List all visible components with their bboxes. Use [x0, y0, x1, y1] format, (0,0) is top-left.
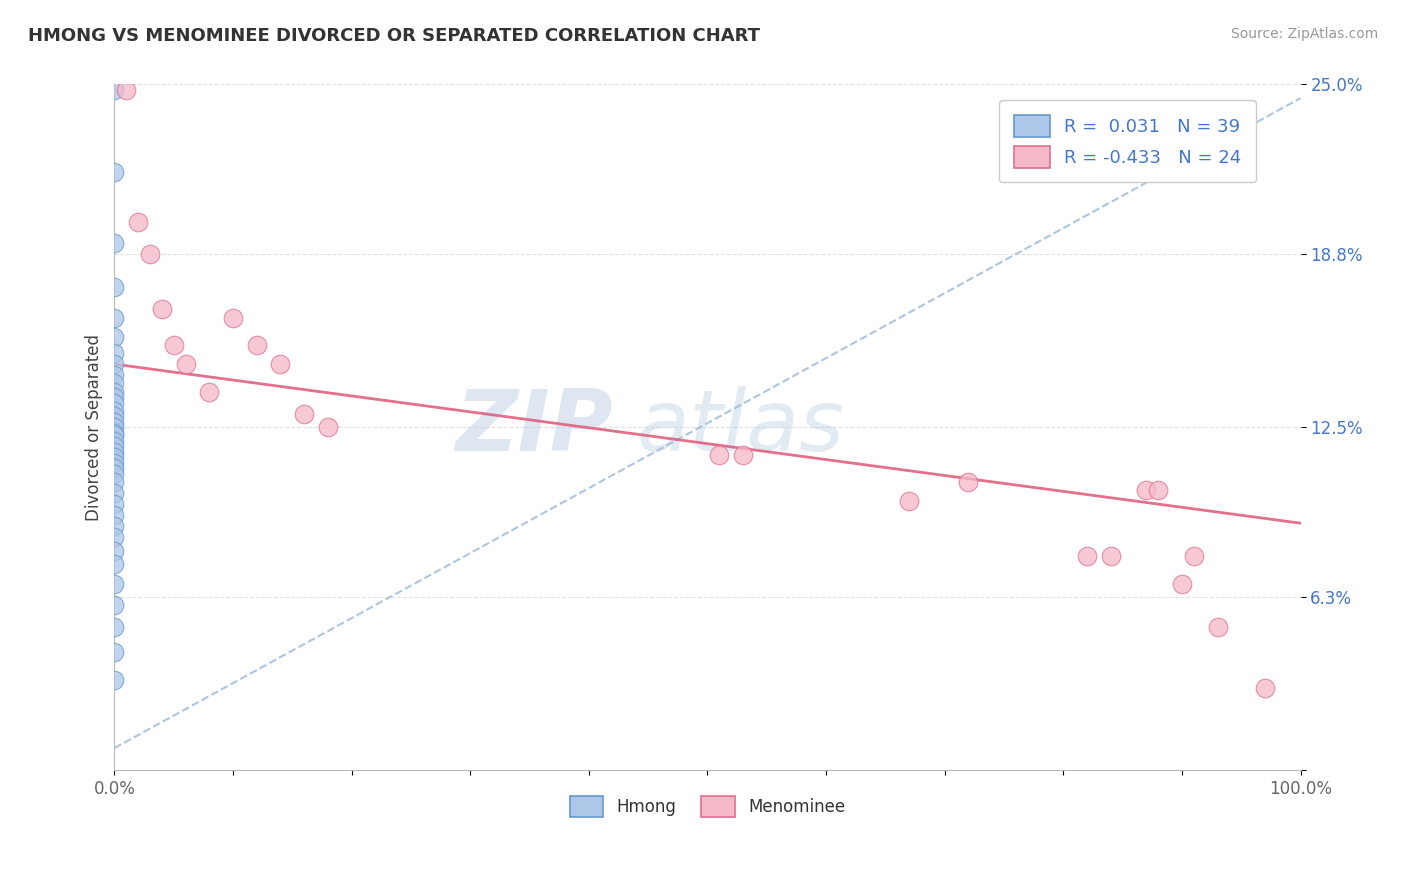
Point — [103, 403, 125, 417]
Point — [103, 415, 125, 429]
Point — [103, 434, 125, 448]
Point — [103, 384, 125, 399]
Point — [957, 475, 980, 489]
Text: Source: ZipAtlas.com: Source: ZipAtlas.com — [1230, 27, 1378, 41]
Point — [103, 558, 125, 572]
Point — [1147, 483, 1170, 498]
Point — [103, 475, 125, 489]
Point — [103, 508, 125, 522]
Point — [1254, 681, 1277, 695]
Point — [103, 368, 125, 383]
Point — [246, 338, 269, 352]
Point — [1182, 549, 1205, 563]
Point — [103, 346, 125, 360]
Point — [103, 280, 125, 294]
Point — [103, 519, 125, 533]
Point — [103, 673, 125, 687]
Point — [103, 543, 125, 558]
Point — [103, 599, 125, 613]
Point — [103, 450, 125, 465]
Point — [709, 448, 731, 462]
Point — [222, 310, 245, 325]
Point — [269, 357, 291, 371]
Point — [127, 214, 149, 228]
Point — [103, 83, 125, 97]
Point — [1099, 549, 1122, 563]
Point — [292, 407, 315, 421]
Point — [103, 497, 125, 511]
Point — [1135, 483, 1157, 498]
Point — [103, 439, 125, 453]
Text: HMONG VS MENOMINEE DIVORCED OR SEPARATED CORRELATION CHART: HMONG VS MENOMINEE DIVORCED OR SEPARATED… — [28, 27, 761, 45]
Point — [103, 428, 125, 442]
Point — [103, 310, 125, 325]
Point — [1206, 620, 1229, 634]
Point — [103, 236, 125, 251]
Point — [103, 420, 125, 434]
Point — [898, 494, 921, 508]
Point — [103, 645, 125, 659]
Point — [316, 420, 339, 434]
Point — [103, 357, 125, 371]
Point — [103, 425, 125, 440]
Point — [103, 409, 125, 424]
Point — [103, 530, 125, 544]
Point — [150, 302, 173, 317]
Point — [103, 329, 125, 343]
Legend: Hmong, Menominee: Hmong, Menominee — [564, 789, 852, 823]
Point — [103, 576, 125, 591]
Point — [115, 83, 138, 97]
Point — [198, 384, 221, 399]
Point — [103, 467, 125, 481]
Point — [174, 357, 197, 371]
Point — [103, 395, 125, 409]
Point — [731, 448, 754, 462]
Text: atlas: atlas — [637, 385, 845, 468]
Text: ZIP: ZIP — [456, 385, 613, 468]
Point — [139, 247, 162, 261]
Point — [1171, 576, 1194, 591]
Y-axis label: Divorced or Separated: Divorced or Separated — [86, 334, 103, 521]
Point — [103, 376, 125, 391]
Point — [103, 165, 125, 179]
Point — [103, 620, 125, 634]
Point — [103, 461, 125, 475]
Point — [103, 486, 125, 500]
Point — [163, 338, 186, 352]
Point — [103, 390, 125, 404]
Point — [103, 456, 125, 470]
Point — [103, 445, 125, 459]
Point — [1076, 549, 1098, 563]
